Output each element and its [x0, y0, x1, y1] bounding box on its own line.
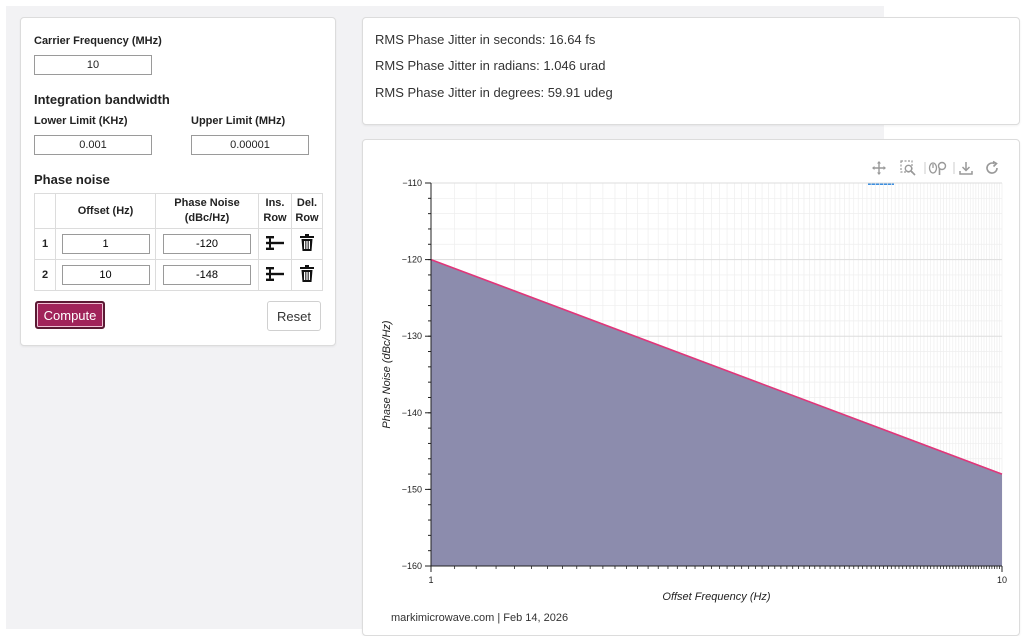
offset-cell	[55, 228, 156, 260]
phase-noise-input[interactable]	[163, 265, 251, 285]
header-insert-row: Ins. Row	[258, 193, 292, 229]
toolbar-separator	[923, 160, 927, 180]
insert-row-cell	[258, 228, 292, 260]
offset-input[interactable]	[61, 234, 150, 254]
y-axis-label: Phase Noise (dBc/Hz)	[381, 320, 393, 429]
input-panel: Carrier Frequency (MHz) Integration band…	[20, 17, 336, 346]
offset-input[interactable]	[61, 265, 150, 285]
header-ins-line1: Ins.	[265, 197, 285, 209]
x-tick-label: 1	[428, 575, 433, 585]
header-offset: Offset (Hz)	[55, 193, 156, 229]
carrier-frequency-input[interactable]	[34, 55, 152, 75]
delete-row-cell	[291, 228, 323, 260]
integration-bandwidth-title: Integration bandwidth	[34, 92, 170, 107]
reset-icon[interactable]	[984, 160, 1004, 180]
x-axis-label: Offset Frequency (Hz)	[662, 591, 771, 603]
jitter-seconds-text: RMS Phase Jitter in seconds: 16.64 fs	[375, 32, 596, 47]
delete-row-cell	[291, 259, 323, 291]
phase-noise-cell	[155, 228, 259, 260]
active-tool-indicator	[868, 183, 894, 185]
y-tick-label: −110	[402, 178, 422, 188]
phase-noise-cell	[155, 259, 259, 291]
x-tick-label: 10	[997, 575, 1007, 585]
lower-limit-label: Lower Limit (KHz)	[34, 115, 128, 127]
y-tick-label: −150	[402, 484, 422, 494]
compute-button[interactable]: Compute	[35, 301, 105, 329]
upper-limit-input[interactable]	[191, 135, 309, 155]
phase-noise-input[interactable]	[163, 234, 251, 254]
y-tick-label: −140	[402, 408, 422, 418]
jitter-radians-text: RMS Phase Jitter in radians: 1.046 urad	[375, 58, 606, 73]
y-tick-label: −160	[402, 561, 422, 571]
row-number: 2	[34, 259, 56, 291]
jitter-degrees-text: RMS Phase Jitter in degrees: 59.91 udeg	[375, 85, 613, 100]
table-header-row: Offset (Hz) Phase Noise (dBc/Hz) Ins. Ro…	[34, 193, 323, 229]
lower-limit-input[interactable]	[34, 135, 152, 155]
header-phase-noise-line1: Phase Noise	[174, 197, 240, 209]
header-del-line2: Row	[295, 212, 319, 224]
results-panel: RMS Phase Jitter in seconds: 16.64 fs RM…	[362, 17, 1020, 125]
header-rownum	[34, 193, 56, 229]
phase-noise-line	[430, 258, 1003, 475]
toolbar-separator	[952, 160, 956, 180]
y-tick-label: −120	[402, 255, 422, 265]
carrier-frequency-label: Carrier Frequency (MHz)	[34, 35, 162, 47]
header-delete-row: Del. Row	[291, 193, 323, 229]
row-number: 1	[34, 228, 56, 260]
footer-credit: markimicrowave.com | Feb 14, 2026	[391, 612, 569, 624]
offset-cell	[55, 259, 156, 291]
reset-button[interactable]: Reset	[267, 301, 321, 331]
table-row: 1	[34, 228, 323, 260]
insert-row-icon[interactable]	[266, 235, 284, 254]
header-phase-noise: Phase Noise (dBc/Hz)	[155, 193, 259, 229]
save-icon[interactable]	[958, 160, 978, 180]
header-del-line1: Del.	[296, 197, 318, 209]
chart-panel: −110 −120 −130 −140 −150 −160 1 10 Offset Frequ…	[362, 139, 1020, 636]
pan-icon[interactable]	[871, 160, 891, 180]
phase-noise-title: Phase noise	[34, 172, 110, 187]
header-ins-line2: Row	[263, 212, 287, 224]
header-phase-noise-line2: (dBc/Hz)	[184, 212, 230, 224]
insert-row-icon[interactable]	[266, 266, 284, 285]
box-zoom-icon[interactable]	[900, 160, 920, 180]
trash-icon[interactable]	[300, 234, 314, 254]
phase-noise-table: Offset (Hz) Phase Noise (dBc/Hz) Ins. Ro…	[34, 193, 323, 291]
phase-noise-plot: −110 −120 −130 −140 −150 −160 1 10 Offset Frequ…	[381, 178, 1007, 603]
upper-limit-label: Upper Limit (MHz)	[191, 115, 286, 127]
table-row: 2	[34, 259, 323, 291]
insert-row-cell	[258, 259, 292, 291]
trash-icon[interactable]	[300, 265, 314, 285]
wheel-zoom-icon[interactable]	[928, 160, 950, 180]
y-tick-label: −130	[402, 331, 422, 341]
phase-noise-area	[431, 259, 1002, 566]
